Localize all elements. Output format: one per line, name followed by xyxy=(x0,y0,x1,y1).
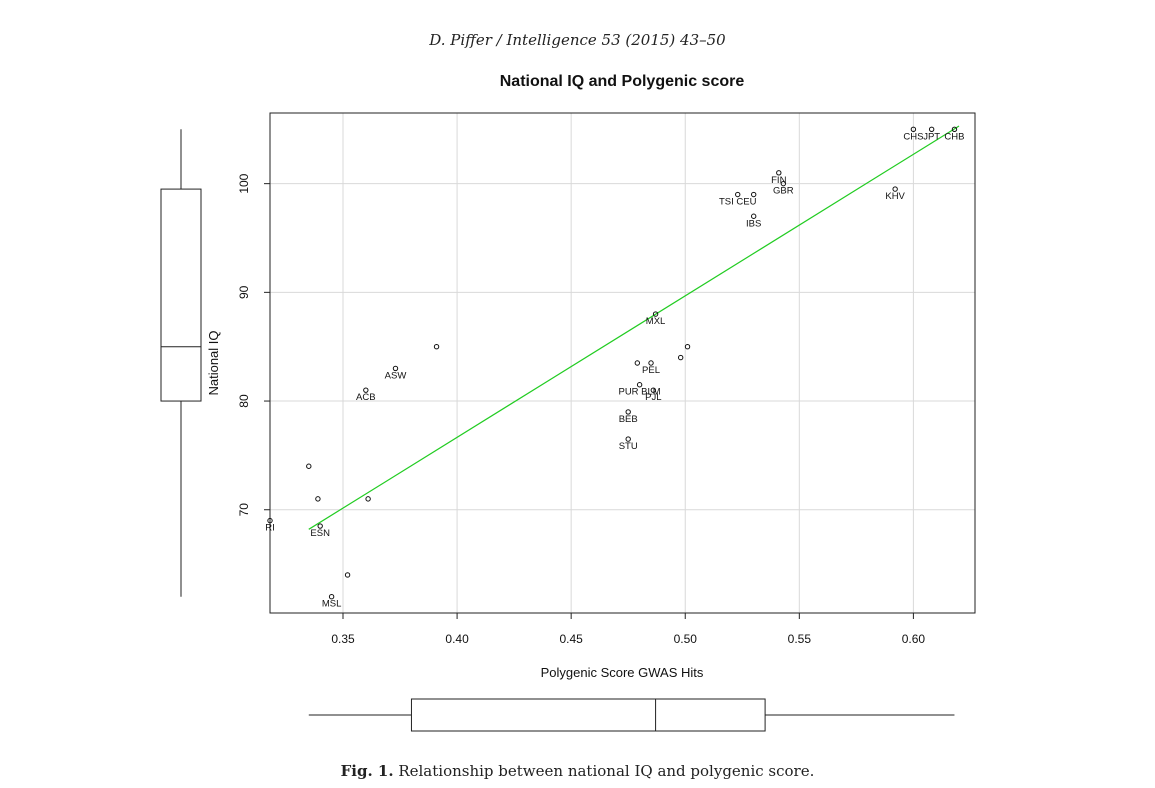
data-point xyxy=(750,191,757,198)
point-label: CHS xyxy=(903,131,923,142)
data-point xyxy=(267,517,273,524)
data-point xyxy=(392,365,399,372)
x-tick-label: 0.45 xyxy=(559,632,583,646)
x-tick-label: 0.40 xyxy=(445,632,469,646)
point-label: GBR xyxy=(773,186,794,197)
y-tick-label: 70 xyxy=(237,503,251,517)
y-tick-label: 90 xyxy=(237,285,251,299)
y-boxplot xyxy=(160,129,202,597)
point-label: PEL xyxy=(642,365,660,376)
point-label: STU xyxy=(619,441,638,452)
x-box xyxy=(410,698,766,732)
point-label: BEB xyxy=(619,414,638,425)
data-point xyxy=(928,126,935,133)
grid xyxy=(270,113,975,613)
point-label: TSI CEU xyxy=(719,197,757,208)
data-points xyxy=(267,126,958,600)
y-axis-label: National IQ xyxy=(206,330,221,395)
point-label: CHB xyxy=(944,131,964,142)
point-label: KHV xyxy=(885,191,905,202)
x-tick-label: 0.35 xyxy=(331,632,355,646)
point-label: ASW xyxy=(385,370,407,381)
x-axis-label: Polygenic Score GWAS Hits xyxy=(541,665,704,680)
data-point xyxy=(306,463,312,469)
data-point xyxy=(750,213,757,219)
chart-title: National IQ and Polygenic score xyxy=(500,73,745,90)
data-point xyxy=(625,436,631,442)
data-point xyxy=(315,496,321,502)
data-point xyxy=(652,311,659,317)
x-boxplot xyxy=(308,698,955,732)
data-point xyxy=(735,191,741,198)
point-label: PJL xyxy=(645,392,661,403)
point-label: IBS xyxy=(746,218,761,229)
data-point xyxy=(433,343,440,350)
data-point xyxy=(344,572,351,578)
data-point xyxy=(317,523,323,529)
x-tick-label: 0.55 xyxy=(788,632,812,646)
point-label: RI xyxy=(265,523,275,534)
point-label: JPT xyxy=(923,131,940,142)
data-point xyxy=(892,186,898,192)
data-point xyxy=(625,409,631,415)
data-point xyxy=(363,387,369,393)
data-point xyxy=(910,126,917,133)
data-point xyxy=(951,126,958,133)
data-point xyxy=(328,593,335,600)
data-point xyxy=(650,387,657,393)
x-tick-label: 0.50 xyxy=(674,632,698,646)
y-tick-label: 80 xyxy=(237,394,251,408)
point-label: PUR BLM xyxy=(618,387,660,398)
regression-line xyxy=(308,125,960,530)
fit-line xyxy=(308,125,960,530)
x-axis: 0.35 0.40 0.45 0.50 0.55 0.60 xyxy=(331,613,925,646)
data-point xyxy=(648,360,654,366)
plot-frame xyxy=(269,112,976,614)
caption-label: Fig. 1. xyxy=(340,762,394,780)
data-point xyxy=(684,343,691,350)
data-point xyxy=(780,180,787,187)
y-box xyxy=(160,188,202,402)
x-tick-label: 0.60 xyxy=(902,632,926,646)
running-head: D. Piffer / Intelligence 53 (2015) 43–50 xyxy=(429,31,726,49)
data-point xyxy=(636,382,643,388)
y-tick-label: 100 xyxy=(237,173,251,193)
point-label: ACB xyxy=(356,392,376,403)
data-point xyxy=(365,496,371,502)
data-point xyxy=(634,360,641,366)
data-point xyxy=(677,354,684,361)
caption-text: Relationship between national IQ and pol… xyxy=(398,762,815,780)
point-label: MXL xyxy=(646,316,666,327)
point-label: ESN xyxy=(310,528,330,539)
data-point xyxy=(776,170,782,176)
point-label: MSL xyxy=(322,599,342,610)
figure-caption: Fig. 1. Relationship between national IQ… xyxy=(0,762,1155,780)
scatter-chart: National IQ and Polygenic score 0.35 0.40… xyxy=(160,73,976,732)
point-label: FIN xyxy=(771,175,786,186)
y-axis: 70 80 90 100 xyxy=(237,173,270,516)
